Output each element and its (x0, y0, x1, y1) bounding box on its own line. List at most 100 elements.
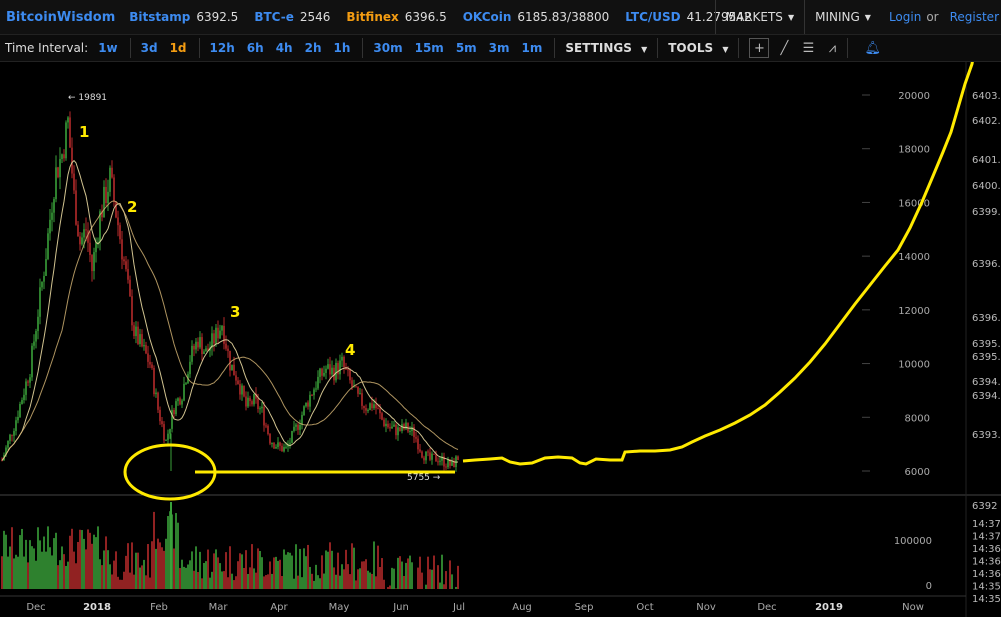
interval-12h[interactable]: 12h (209, 41, 235, 55)
line-icon[interactable]: ╱ (780, 40, 789, 56)
volume-bar (229, 546, 231, 589)
candle-body (107, 191, 109, 204)
volume-bar (355, 580, 357, 589)
market-okcoin[interactable]: OKCoin (462, 10, 512, 24)
horizontal-lines-icon[interactable]: ☰ (802, 40, 815, 56)
candle-body (309, 394, 311, 407)
candle-body (295, 424, 297, 427)
volume-bar (383, 579, 385, 589)
volume-bar (317, 575, 319, 589)
candle-body (127, 269, 129, 280)
market-btce[interactable]: BTC-e (254, 10, 294, 24)
candle-body (439, 460, 441, 462)
price-chart[interactable]: 2000018000160001400012000100008000600010… (0, 62, 1001, 617)
candle-body (313, 389, 315, 396)
volume-bar (283, 549, 285, 589)
fan-icon[interactable]: ⩘ (828, 40, 837, 56)
tools-menu[interactable]: TOOLS ▼ (668, 41, 728, 55)
interval-1h[interactable]: 1h (333, 41, 351, 55)
volume-bar (305, 556, 307, 589)
interval-3d[interactable]: 3d (140, 41, 158, 55)
candle-body (151, 364, 153, 368)
candle-body (385, 423, 387, 427)
interval-5m[interactable]: 5m (455, 41, 477, 55)
mining-menu[interactable]: MINING ▼ (804, 0, 881, 34)
interval-30m[interactable]: 30m (373, 41, 403, 55)
volume-bar (103, 550, 105, 589)
interval-1m[interactable]: 1m (521, 41, 543, 55)
candle-body (349, 370, 351, 381)
volume-bar (97, 526, 99, 589)
interval-1d[interactable]: 1d (169, 41, 187, 55)
candle-body (383, 419, 385, 427)
interval-15m[interactable]: 15m (414, 41, 444, 55)
divider (738, 38, 740, 58)
volume-bar (141, 565, 143, 589)
volume-bar (323, 573, 325, 589)
market-bitfinex[interactable]: Bitfinex (346, 10, 399, 24)
volume-bar (175, 513, 177, 589)
volume-bar (399, 556, 401, 589)
volume-bar (395, 588, 397, 589)
candle-body (307, 402, 309, 407)
candle-body (205, 348, 207, 352)
brand-logo[interactable]: BitcoinWisdom (6, 9, 116, 25)
candle-body (219, 330, 221, 339)
volume-bar (139, 567, 141, 589)
candle-body (63, 154, 65, 159)
candle-body (97, 241, 99, 243)
volume-bar (273, 557, 275, 589)
candle-body (245, 396, 247, 407)
volume-bar (297, 575, 299, 589)
settings-menu[interactable]: SETTINGS ▼ (565, 41, 647, 55)
candle-body (159, 409, 161, 422)
volume-bar (291, 555, 293, 589)
volume-bar (105, 536, 107, 589)
market-bitstamp[interactable]: Bitstamp (129, 10, 191, 24)
interval-1w[interactable]: 1w (98, 41, 118, 55)
candle-body (229, 350, 231, 371)
candle-body (5, 447, 7, 456)
volume-bar (49, 547, 51, 589)
interval-3m[interactable]: 3m (488, 41, 510, 55)
register-link[interactable]: Register (949, 10, 999, 24)
mining-menu-label: MINING (815, 10, 860, 24)
markets-menu[interactable]: MARKETS ▼ (714, 0, 804, 34)
bell-icon[interactable]: 🔔︎ (864, 40, 881, 56)
volume-bar (181, 559, 183, 589)
right-axis-label: 6402. (972, 116, 1001, 127)
candle-body (57, 167, 59, 178)
market-ltcusd[interactable]: LTC/USD (625, 10, 681, 24)
x-axis-label: Oct (636, 602, 653, 613)
interval-4h[interactable]: 4h (275, 41, 293, 55)
candle-body (11, 434, 13, 436)
candle-body (237, 380, 239, 385)
interval-2h[interactable]: 2h (304, 41, 322, 55)
interval-6h[interactable]: 6h (246, 41, 264, 55)
login-link[interactable]: Login (888, 10, 922, 24)
candle-body (45, 259, 47, 276)
volume-bar (409, 555, 411, 589)
candle-body (81, 237, 83, 245)
volume-bar (287, 552, 289, 589)
candle-body (123, 259, 125, 262)
candle-body (243, 385, 245, 397)
volume-bar (257, 548, 259, 589)
volume-bar (109, 564, 111, 589)
candle-body (145, 345, 147, 354)
crosshair-icon[interactable]: + (749, 38, 770, 58)
volume-bar (63, 554, 65, 589)
candle-body (255, 393, 257, 399)
volume-bar (83, 538, 85, 589)
candle-body (431, 453, 433, 460)
user-drawings (123, 62, 974, 501)
candle-body (423, 457, 425, 461)
x-axis-label: Now (902, 602, 924, 613)
volume-bar (159, 542, 161, 589)
volume-bar (443, 584, 445, 589)
candle-body (387, 423, 389, 428)
candle-body (171, 409, 173, 429)
volume-bar (293, 578, 295, 589)
market-bitfinex-price: 6396.5 (404, 10, 447, 24)
right-axis-label: 6396. (972, 313, 1001, 324)
